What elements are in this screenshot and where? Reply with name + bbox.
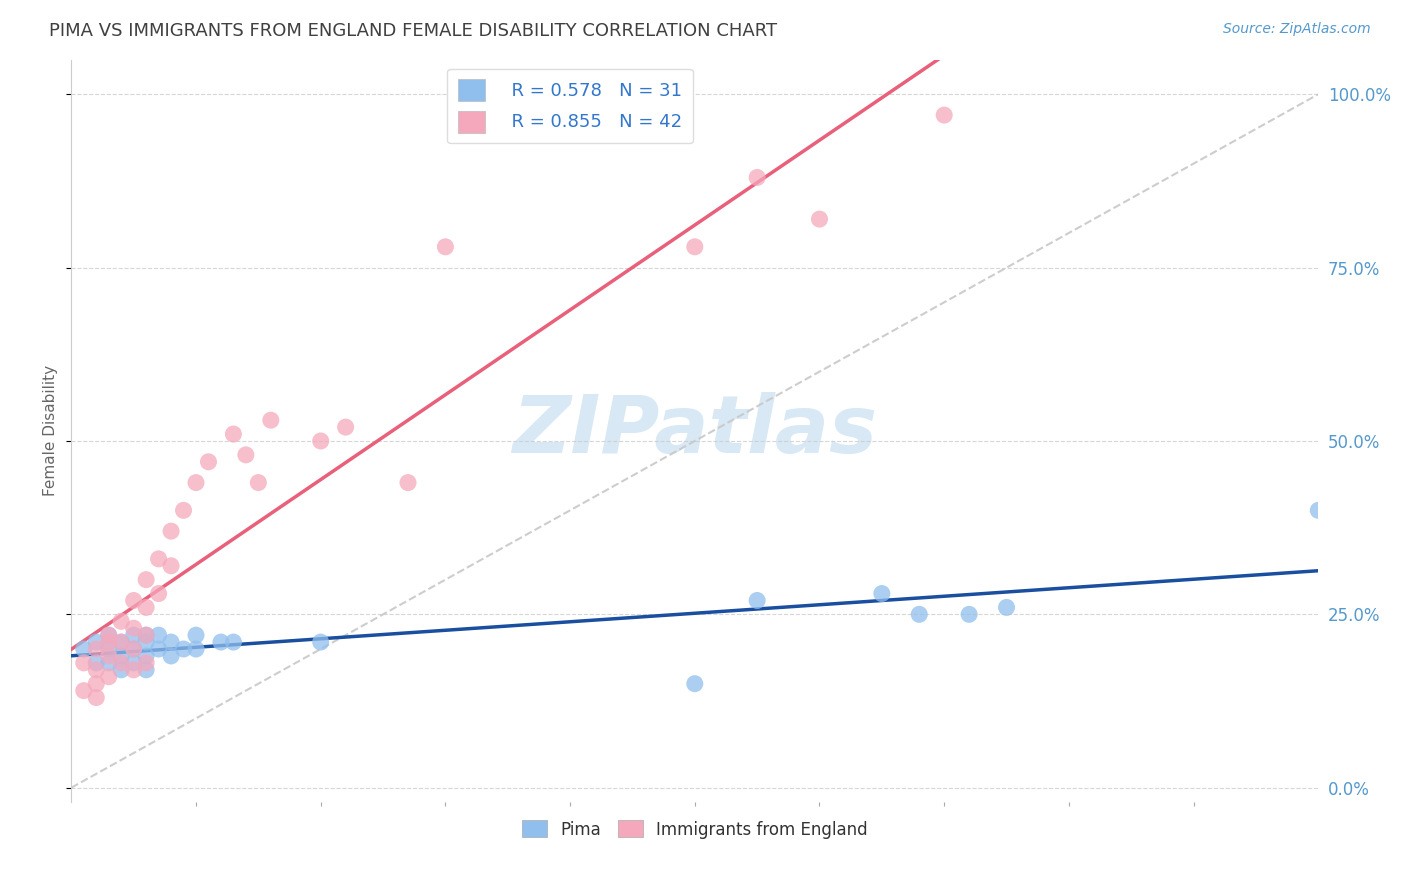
Point <box>934 108 956 122</box>
Point <box>97 642 120 657</box>
Point <box>122 628 145 642</box>
Point <box>97 635 120 649</box>
Point <box>995 600 1018 615</box>
Point <box>173 642 195 657</box>
Point <box>97 656 120 670</box>
Point <box>209 635 232 649</box>
Point <box>309 434 332 448</box>
Point <box>110 635 132 649</box>
Point <box>260 413 283 427</box>
Text: ZIPatlas: ZIPatlas <box>512 392 877 469</box>
Point <box>84 690 107 705</box>
Point <box>184 475 207 490</box>
Point <box>222 635 245 649</box>
Point <box>73 656 96 670</box>
Point <box>148 628 170 642</box>
Point <box>434 240 457 254</box>
Point <box>335 420 357 434</box>
Point <box>97 628 120 642</box>
Point <box>1308 503 1330 517</box>
Point <box>309 635 332 649</box>
Text: PIMA VS IMMIGRANTS FROM ENGLAND FEMALE DISABILITY CORRELATION CHART: PIMA VS IMMIGRANTS FROM ENGLAND FEMALE D… <box>49 22 778 40</box>
Point <box>173 503 195 517</box>
Point <box>135 628 157 642</box>
Point <box>683 240 706 254</box>
Point <box>808 212 831 227</box>
Point <box>122 621 145 635</box>
Point <box>84 656 107 670</box>
Point <box>110 635 132 649</box>
Point <box>122 656 145 670</box>
Point <box>97 670 120 684</box>
Point <box>747 170 769 185</box>
Point <box>396 475 419 490</box>
Point <box>73 642 96 657</box>
Point <box>160 648 183 663</box>
Point <box>160 524 183 538</box>
Point <box>683 676 706 690</box>
Point <box>110 663 132 677</box>
Point <box>870 586 893 600</box>
Point <box>135 628 157 642</box>
Point <box>122 642 145 657</box>
Point <box>84 663 107 677</box>
Point <box>235 448 257 462</box>
Point <box>135 648 157 663</box>
Point <box>135 663 157 677</box>
Point <box>135 573 157 587</box>
Point <box>122 593 145 607</box>
Point <box>97 648 120 663</box>
Point <box>222 427 245 442</box>
Point <box>73 683 96 698</box>
Y-axis label: Female Disability: Female Disability <box>44 365 58 496</box>
Point <box>247 475 270 490</box>
Point <box>97 628 120 642</box>
Point <box>135 635 157 649</box>
Point <box>160 635 183 649</box>
Point <box>197 455 219 469</box>
Text: Source: ZipAtlas.com: Source: ZipAtlas.com <box>1223 22 1371 37</box>
Point <box>160 558 183 573</box>
Point <box>110 648 132 663</box>
Point <box>122 642 145 657</box>
Point <box>84 642 107 657</box>
Legend: Pima, Immigrants from England: Pima, Immigrants from England <box>515 814 875 846</box>
Point <box>135 600 157 615</box>
Point <box>747 593 769 607</box>
Point <box>957 607 980 622</box>
Point <box>110 656 132 670</box>
Point <box>135 656 157 670</box>
Point <box>148 642 170 657</box>
Point <box>84 676 107 690</box>
Point <box>184 642 207 657</box>
Point <box>148 552 170 566</box>
Point <box>110 615 132 629</box>
Point <box>122 663 145 677</box>
Point <box>908 607 931 622</box>
Point <box>184 628 207 642</box>
Point <box>148 586 170 600</box>
Point <box>84 635 107 649</box>
